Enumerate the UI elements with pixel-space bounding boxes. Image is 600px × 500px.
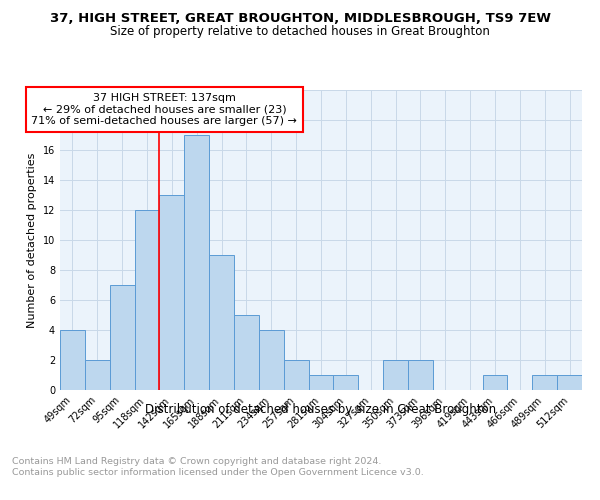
Bar xyxy=(284,360,308,390)
Text: Contains HM Land Registry data © Crown copyright and database right 2024.
Contai: Contains HM Land Registry data © Crown c… xyxy=(12,458,424,477)
Bar xyxy=(85,360,110,390)
Bar xyxy=(110,285,134,390)
Text: 37 HIGH STREET: 137sqm
← 29% of detached houses are smaller (23)
71% of semi-det: 37 HIGH STREET: 137sqm ← 29% of detached… xyxy=(31,93,298,126)
Bar xyxy=(134,210,160,390)
Bar xyxy=(234,315,259,390)
Text: Size of property relative to detached houses in Great Broughton: Size of property relative to detached ho… xyxy=(110,25,490,38)
Bar xyxy=(557,375,582,390)
Text: 37, HIGH STREET, GREAT BROUGHTON, MIDDLESBROUGH, TS9 7EW: 37, HIGH STREET, GREAT BROUGHTON, MIDDLE… xyxy=(49,12,551,26)
Bar xyxy=(209,255,234,390)
Bar xyxy=(184,135,209,390)
Bar xyxy=(532,375,557,390)
Bar xyxy=(482,375,508,390)
Bar xyxy=(60,330,85,390)
Bar xyxy=(160,195,184,390)
Bar xyxy=(408,360,433,390)
Bar xyxy=(308,375,334,390)
Bar xyxy=(383,360,408,390)
Bar xyxy=(334,375,358,390)
Y-axis label: Number of detached properties: Number of detached properties xyxy=(27,152,37,328)
Text: Distribution of detached houses by size in Great Broughton: Distribution of detached houses by size … xyxy=(145,402,497,415)
Bar xyxy=(259,330,284,390)
